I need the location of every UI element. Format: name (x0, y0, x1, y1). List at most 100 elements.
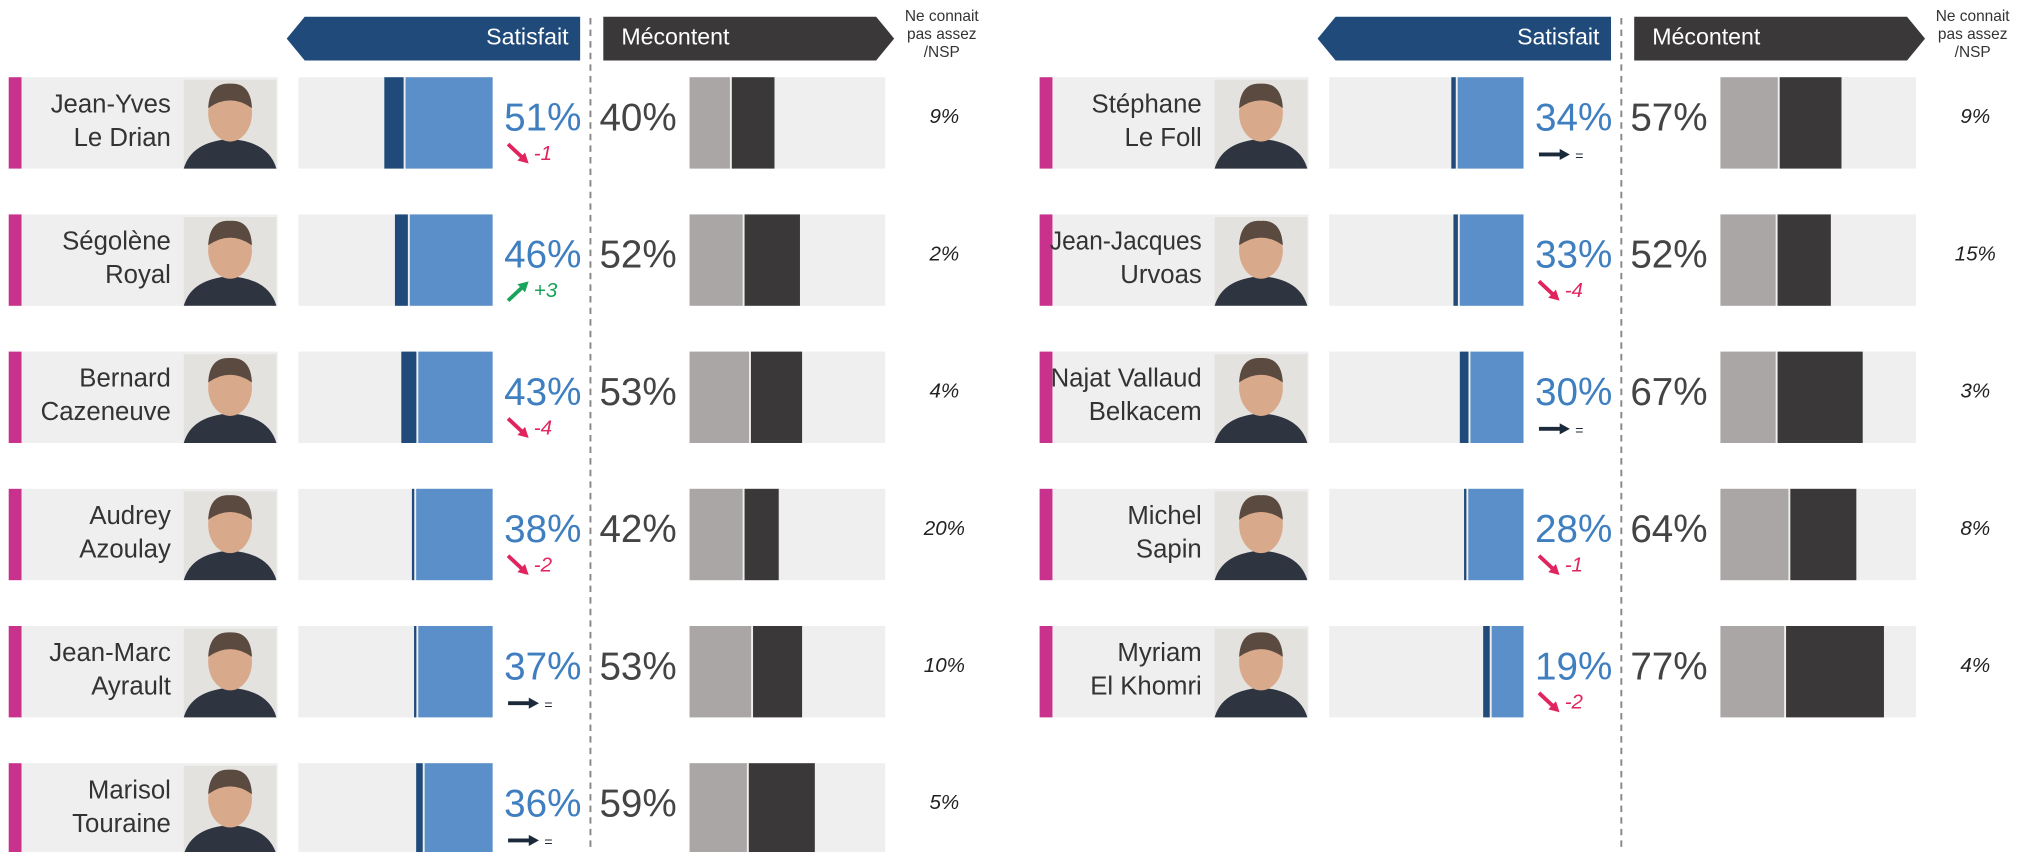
satisfied-mild-bar (424, 763, 493, 852)
photo-shoulders (1214, 550, 1308, 581)
satisfied-label: 19% (1535, 645, 1612, 688)
satisfied-strong-bar (1464, 488, 1467, 581)
satisfied-strong-bar (1459, 351, 1469, 443)
dissatisfied-mild-bar (689, 763, 747, 852)
photo-hair (208, 357, 252, 383)
header-dissatisfied: Mécontent (1652, 24, 1761, 50)
change-arrow-head (1548, 289, 1560, 301)
row-accent (8, 763, 22, 852)
photo-hair (1239, 83, 1283, 109)
satisfied-label: 34% (1535, 97, 1612, 140)
change-arrow-head (1548, 701, 1560, 713)
row: Ségolène Royal 46%+3 52% 2% (8, 214, 959, 306)
dissatisfied-mild-bar (689, 77, 730, 169)
person-name: Le Drian (74, 124, 171, 152)
row-accent (1039, 351, 1053, 443)
person-name: Audrey (89, 502, 171, 530)
person-name: Jean-Jacques (1050, 228, 1202, 256)
photo-hair (1239, 357, 1283, 383)
row: Stéphane Le Foll 34% = 57% 9% (1039, 77, 1990, 169)
person-name: Le Foll (1125, 124, 1202, 152)
satisfied-strong-bar (1483, 626, 1490, 718)
row-accent (1039, 488, 1053, 581)
satisfied-strong-bar (414, 626, 417, 718)
dissatisfied-strong-bar (731, 77, 775, 169)
dissatisfied-mild-bar (1720, 488, 1789, 581)
dissatisfied-strong-bar (750, 351, 803, 443)
change-arrow (508, 697, 539, 709)
dissatisfied-mild-bar (689, 351, 749, 443)
dissatisfied-strong-bar (744, 214, 800, 306)
person-name: Marisol (88, 776, 171, 804)
satisfied-label: 37% (504, 645, 581, 688)
satisfied-mild-bar (416, 488, 493, 581)
satisfied-track (1329, 626, 1524, 718)
change-arrow-head (1559, 148, 1570, 160)
dissatisfied-label: 42% (599, 508, 676, 551)
person-name: Myriam (1117, 639, 1201, 667)
row-accent (8, 488, 22, 581)
header-nsp: pas assez (907, 26, 977, 43)
change-label: -4 (1565, 279, 1583, 302)
header-dissatisfied-shape (603, 16, 895, 61)
dissatisfied-label: 53% (599, 645, 676, 688)
header-nsp: Ne connait (905, 8, 980, 25)
dissatisfied-label: 64% (1630, 508, 1707, 551)
photo-hair (1239, 495, 1283, 520)
header-satisfied: Satisfait (486, 24, 569, 50)
person-name: Royal (105, 261, 171, 289)
header-satisfied-shape (1317, 16, 1612, 61)
change-label: -2 (534, 553, 553, 576)
satisfied-label: 46% (504, 234, 581, 277)
header-nsp: pas assez (1938, 26, 2008, 43)
change-arrow (1538, 423, 1570, 435)
photo-hair (208, 495, 252, 520)
row-accent (8, 351, 22, 443)
photo-hair (1239, 632, 1283, 657)
dissatisfied-mild-bar (689, 488, 743, 581)
dissatisfied-label: 59% (599, 783, 676, 826)
photo-hair (208, 83, 252, 109)
photo-shoulders (1214, 138, 1308, 169)
dissatisfied-label: 40% (599, 97, 676, 140)
row: Najat Vallaud Belkacem 30% = 67% 3% (1039, 351, 1990, 443)
row: Jean-Marc Ayrault 37% = 53% 10% (8, 626, 965, 718)
person-name: Ségolène (62, 228, 171, 256)
photo-shoulders (183, 138, 277, 169)
satisfied-mild-bar (418, 626, 493, 718)
row: Michel Sapin 28%-1 64% 8% (1039, 488, 1990, 581)
dissatisfied-strong-bar (753, 626, 803, 718)
satisfied-strong-bar (411, 488, 415, 581)
dissatisfied-mild-bar (1720, 77, 1778, 169)
satisfied-label: 30% (1535, 371, 1612, 414)
satisfied-mild-bar (409, 214, 493, 306)
photo-shoulders (183, 276, 277, 306)
person-name: Stéphane (1092, 90, 1202, 118)
satisfied-mild-bar (1491, 626, 1524, 718)
satisfied-strong-bar (1453, 214, 1458, 306)
header-dissatisfied-shape (1634, 16, 1926, 61)
row-accent (8, 77, 22, 169)
change-label: = (544, 834, 552, 850)
nsp-label: 2% (928, 242, 959, 265)
header-satisfied: Satisfait (1517, 24, 1600, 50)
row: Jean-Yves Le Drian 51%-1 40% 9% (8, 77, 959, 169)
satisfied-label: 51% (504, 97, 581, 140)
dissatisfied-label: 53% (599, 371, 676, 414)
change-arrow (1537, 554, 1560, 576)
dissatisfied-strong-bar (1786, 626, 1884, 718)
change-arrow (1537, 279, 1560, 301)
photo-shoulders (183, 687, 277, 718)
nsp-label: 10% (924, 654, 965, 677)
satisfied-label: 43% (504, 371, 581, 414)
header-nsp: /NSP (924, 44, 960, 61)
photo-hair (1239, 220, 1283, 246)
change-arrow (506, 281, 529, 303)
row: Myriam El Khomri 19% -2 77% 4% (1039, 626, 1990, 718)
row-accent (1039, 214, 1053, 306)
satisfied-strong-bar (401, 351, 417, 443)
photo-shoulders (183, 413, 277, 443)
